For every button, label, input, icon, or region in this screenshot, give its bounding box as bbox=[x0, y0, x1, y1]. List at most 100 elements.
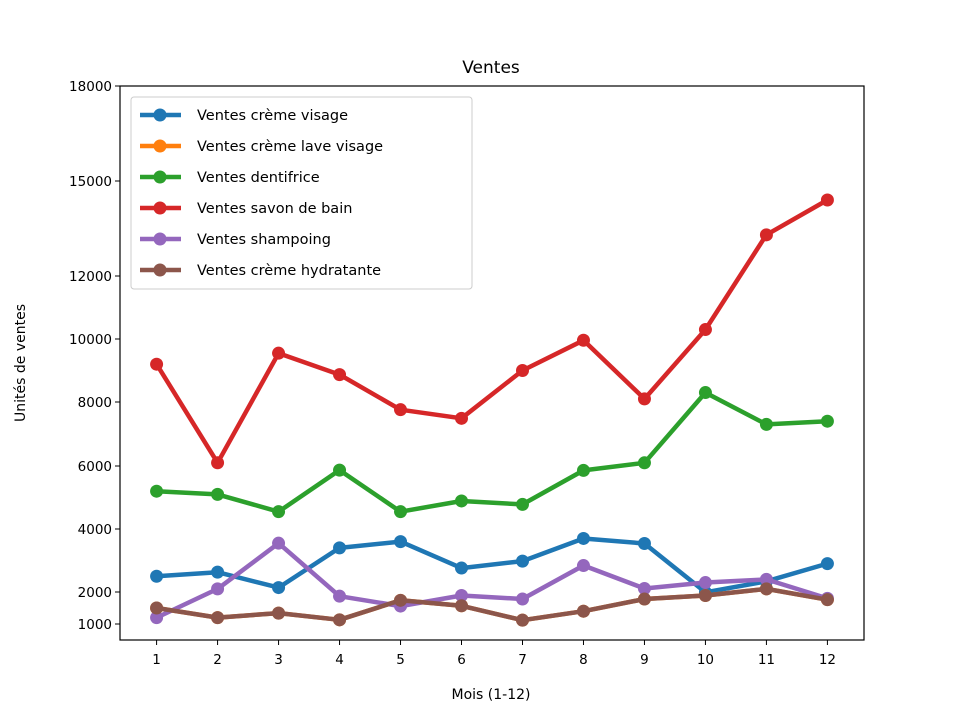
data-point bbox=[515, 554, 529, 568]
y-tick-label: 1000 bbox=[78, 617, 112, 633]
y-tick-label: 8000 bbox=[78, 395, 112, 411]
data-point bbox=[698, 386, 712, 400]
legend-label: Ventes dentifrice bbox=[197, 170, 320, 186]
plot-frame bbox=[119, 85, 865, 641]
data-point bbox=[820, 414, 834, 428]
legend-swatch-marker bbox=[153, 170, 167, 184]
data-point bbox=[272, 505, 286, 519]
x-tick-label: 1 bbox=[152, 652, 161, 668]
legend-swatch-marker bbox=[153, 263, 167, 277]
x-tick-label: 5 bbox=[396, 652, 405, 668]
data-point bbox=[394, 403, 408, 417]
data-point bbox=[333, 368, 347, 382]
x-tick-label: 7 bbox=[518, 652, 527, 668]
series-line bbox=[154, 390, 830, 514]
data-point bbox=[515, 592, 529, 606]
data-point bbox=[272, 581, 286, 595]
legend-swatch-marker bbox=[153, 201, 167, 215]
y-tick-label: 15000 bbox=[69, 174, 112, 190]
data-point bbox=[637, 582, 651, 596]
data-point bbox=[637, 592, 651, 606]
data-point bbox=[455, 411, 469, 425]
data-point bbox=[820, 593, 834, 607]
legend-label: Ventes crème lave visage bbox=[197, 139, 383, 155]
series-layer bbox=[150, 193, 834, 627]
x-tick-label: 12 bbox=[819, 652, 836, 668]
y-axis: 1000 2000 4000 6000 8000 10000 12000 15000 18000 bbox=[69, 79, 120, 633]
legend-swatch-marker bbox=[153, 232, 167, 246]
x-axis: 1 2 3 4 5 6 7 8 9 10 11 12 bbox=[152, 640, 836, 668]
y-tick-label: 10000 bbox=[69, 332, 112, 348]
series-line bbox=[154, 540, 830, 620]
data-point bbox=[272, 346, 286, 360]
data-point bbox=[211, 565, 225, 579]
data-point bbox=[211, 582, 225, 596]
data-point bbox=[211, 487, 225, 501]
data-point bbox=[333, 541, 347, 555]
data-point bbox=[759, 572, 773, 586]
data-point bbox=[455, 589, 469, 603]
data-point bbox=[455, 494, 469, 508]
legend-label: Ventes crème visage bbox=[197, 108, 348, 124]
x-tick-label: 3 bbox=[274, 652, 283, 668]
x-tick-label: 11 bbox=[758, 652, 775, 668]
legend-box bbox=[130, 96, 473, 290]
data-point bbox=[576, 559, 590, 573]
series-line bbox=[154, 586, 830, 623]
data-point bbox=[150, 611, 164, 625]
y-tick-label: 6000 bbox=[78, 459, 112, 475]
y-tick-label: 2000 bbox=[78, 585, 112, 601]
x-axis-title: Mois (1-12) bbox=[452, 687, 531, 703]
chart-title: Ventes bbox=[462, 58, 520, 78]
data-point bbox=[211, 611, 225, 625]
data-point bbox=[698, 576, 712, 590]
legend-label: Ventes shampoing bbox=[197, 232, 331, 248]
x-tick-label: 8 bbox=[579, 652, 588, 668]
data-point bbox=[455, 561, 469, 575]
data-point bbox=[698, 589, 712, 603]
data-point bbox=[759, 582, 773, 596]
data-point bbox=[576, 333, 590, 347]
x-tick-label: 9 bbox=[640, 652, 649, 668]
data-point bbox=[150, 484, 164, 498]
data-point bbox=[576, 531, 590, 545]
data-point bbox=[211, 456, 225, 470]
data-point bbox=[576, 604, 590, 618]
series-group bbox=[150, 193, 834, 470]
data-point bbox=[333, 463, 347, 477]
data-point bbox=[150, 357, 164, 371]
data-point bbox=[759, 417, 773, 431]
series-line bbox=[154, 197, 830, 466]
data-point bbox=[820, 557, 834, 571]
data-point bbox=[515, 497, 529, 511]
x-tick-label: 10 bbox=[697, 652, 714, 668]
x-tick-label: 6 bbox=[457, 652, 466, 668]
series-group bbox=[150, 536, 834, 625]
data-point bbox=[394, 505, 408, 519]
legend: Ventes crème visage Ventes crème lave vis… bbox=[130, 96, 473, 290]
legend-label: Ventes savon de bain bbox=[197, 201, 352, 217]
data-point bbox=[272, 536, 286, 550]
data-point bbox=[515, 364, 529, 377]
data-point bbox=[394, 535, 408, 549]
legend-swatch-marker bbox=[153, 139, 167, 153]
data-point bbox=[698, 323, 712, 337]
data-point bbox=[637, 456, 651, 470]
y-tick-label: 12000 bbox=[69, 269, 112, 285]
data-point bbox=[637, 392, 651, 406]
data-point bbox=[820, 193, 834, 207]
data-point bbox=[333, 589, 347, 603]
series-group bbox=[150, 386, 834, 519]
legend-label: Ventes crème hydratante bbox=[197, 263, 381, 279]
y-tick-label: 4000 bbox=[78, 522, 112, 538]
data-point bbox=[333, 613, 347, 627]
data-point bbox=[637, 536, 651, 550]
series-group bbox=[150, 582, 834, 627]
series-line bbox=[154, 536, 830, 595]
legend-swatch-marker bbox=[153, 108, 167, 122]
data-point bbox=[759, 228, 773, 242]
x-tick-label: 4 bbox=[335, 652, 344, 668]
y-tick-label: 18000 bbox=[69, 79, 112, 95]
data-point bbox=[150, 601, 164, 615]
data-point bbox=[515, 613, 529, 627]
